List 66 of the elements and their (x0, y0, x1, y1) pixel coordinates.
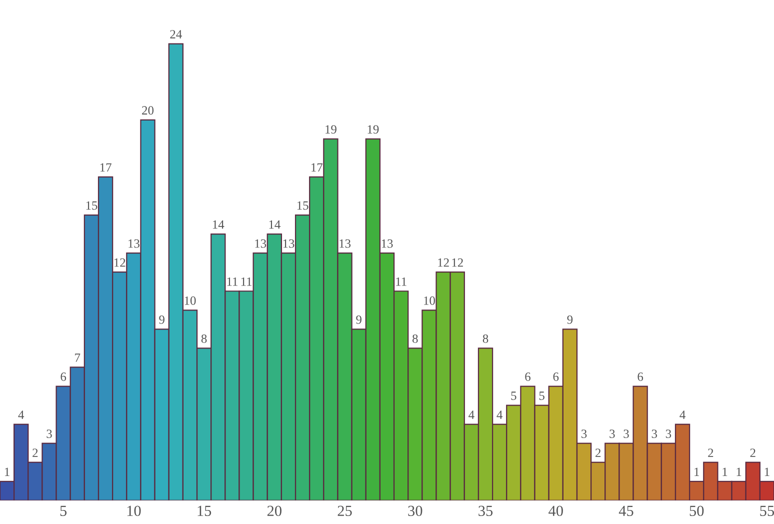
data-label: 20 (142, 106, 154, 115)
data-label: 2 (708, 448, 714, 457)
data-label: 9 (567, 315, 573, 324)
data-label: 1 (722, 468, 728, 476)
data-label: 2 (32, 448, 38, 457)
data-label: 1 (736, 468, 742, 476)
x-tick-label: 55 (760, 506, 774, 516)
data-label: 11 (241, 277, 252, 286)
data-label: 10 (184, 296, 196, 305)
data-label: 13 (283, 239, 294, 248)
x-tick-label: 10 (127, 506, 141, 516)
data-label: 6 (60, 372, 66, 381)
data-label: 9 (159, 315, 164, 324)
data-label: 14 (269, 220, 280, 229)
data-label: 8 (412, 334, 418, 343)
data-label: 13 (255, 239, 266, 248)
data-label: 19 (326, 125, 336, 134)
data-label: 3 (46, 430, 52, 438)
data-label: 3 (652, 430, 658, 438)
data-label: 5 (511, 392, 516, 400)
data-label: 3 (666, 430, 672, 438)
x-tick-label: 35 (478, 506, 493, 516)
data-label: 2 (750, 448, 756, 457)
data-label: 13 (382, 239, 393, 248)
data-label: 10 (424, 296, 435, 305)
data-label: 13 (128, 239, 140, 248)
data-label: 1 (764, 468, 770, 476)
data-label: 12 (452, 258, 463, 267)
data-label: 17 (100, 163, 112, 172)
data-label: 4 (18, 410, 24, 419)
data-label: 8 (482, 334, 488, 343)
data-label: 6 (638, 372, 644, 381)
data-label: 13 (340, 239, 351, 248)
x-tick-label: 15 (198, 506, 212, 516)
data-label: 6 (553, 372, 559, 381)
data-label: 11 (396, 277, 406, 286)
data-label: 1 (5, 468, 10, 476)
data-label: 3 (610, 430, 615, 438)
data-label: 12 (114, 258, 126, 267)
data-label: 8 (201, 334, 207, 343)
data-label: 11 (227, 277, 238, 286)
data-label: 3 (581, 430, 587, 438)
data-label: 1 (694, 468, 699, 476)
data-label: 6 (525, 372, 530, 381)
data-label: 3 (624, 430, 629, 438)
data-label: 4 (468, 410, 474, 419)
x-tick-label: 45 (618, 506, 634, 516)
data-label: 9 (356, 315, 362, 324)
data-label: 4 (680, 410, 686, 419)
x-tick-label: 30 (408, 506, 422, 516)
data-label: 19 (368, 125, 379, 134)
data-label: 12 (438, 258, 449, 267)
data-label: 24 (170, 30, 182, 38)
x-tick-label: 40 (548, 506, 563, 516)
x-tick-label: 20 (267, 506, 282, 516)
data-label: 4 (496, 410, 503, 419)
x-tick-label: 50 (690, 506, 704, 516)
data-label: 15 (86, 201, 98, 210)
data-label: 7 (75, 354, 80, 362)
x-tick-label: 25 (338, 506, 352, 516)
x-tick-label: 5 (60, 506, 67, 516)
data-label: 5 (539, 392, 544, 400)
data-label: 2 (596, 448, 601, 457)
data-label: 14 (212, 220, 224, 229)
data-label: 17 (311, 163, 323, 172)
data-label: 15 (297, 201, 308, 210)
